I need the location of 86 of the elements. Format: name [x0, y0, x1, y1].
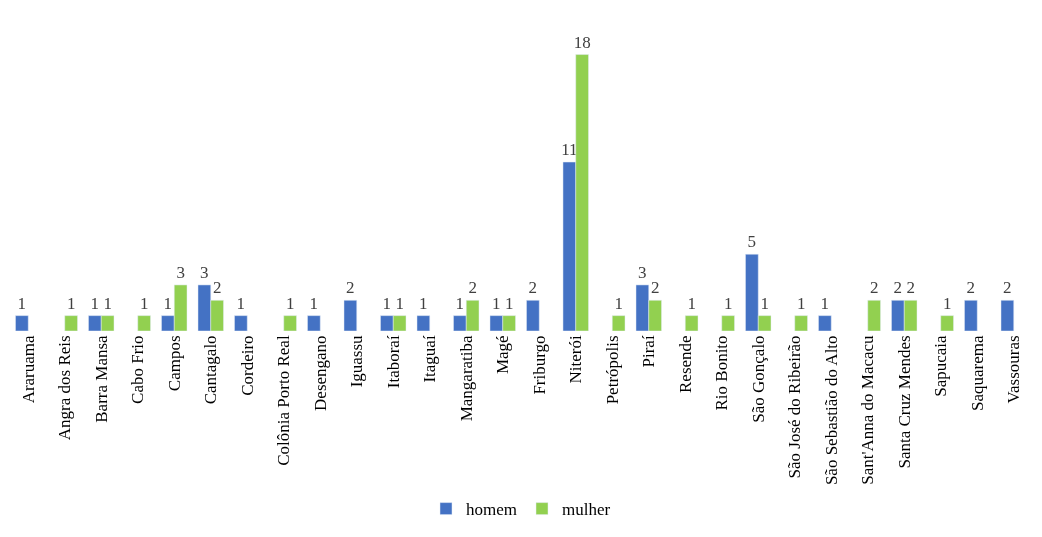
data-label: 1 — [66, 293, 76, 313]
bar — [818, 315, 832, 331]
data-label: 1 — [455, 293, 465, 313]
data-label: 1 — [687, 293, 696, 313]
x-tick-label: Sapucaia — [931, 334, 951, 397]
x-tick-label: Niterói — [566, 335, 586, 384]
data-label: 1 — [236, 293, 246, 313]
x-tick-label: Campos — [164, 335, 184, 392]
x-tick-label: São Sebastião do Alto — [821, 335, 841, 486]
data-label: 5 — [747, 232, 757, 252]
bar — [15, 315, 29, 331]
x-tick-label: Sant'Anna do Macacu — [858, 334, 878, 485]
data-label: 3 — [200, 262, 209, 282]
bar — [283, 315, 297, 331]
legend-label: mulher — [562, 500, 611, 520]
data-label: 2 — [869, 278, 879, 298]
data-label: 1 — [942, 293, 952, 313]
data-label: 1 — [285, 293, 295, 313]
x-tick-label: Angra dos Reis — [55, 335, 75, 441]
bar — [685, 315, 699, 331]
bar — [343, 300, 357, 331]
x-tick-label: Petrópolis — [602, 335, 622, 405]
data-label: 1 — [382, 293, 392, 313]
x-tick-label: Araruama — [18, 334, 38, 404]
x-tick-label: Cabo Frio — [128, 335, 148, 404]
data-label: 2 — [650, 278, 660, 298]
data-label: 3 — [638, 262, 647, 282]
x-tick-label: Santa Cruz Mendes — [894, 335, 914, 469]
x-tick-label: Mangaratiba — [456, 334, 476, 422]
data-label: 2 — [528, 278, 538, 298]
data-label: 2 — [893, 278, 903, 298]
bar — [64, 315, 78, 331]
data-label: 18 — [573, 32, 591, 52]
x-tick-label: Resende — [675, 335, 695, 393]
data-label: 1 — [309, 293, 319, 313]
data-label: 2 — [468, 278, 477, 298]
data-label: 1 — [504, 293, 514, 313]
bar — [794, 315, 808, 331]
x-tick-label: Itaboraí — [383, 335, 403, 389]
data-label: 1 — [90, 293, 100, 313]
bar — [137, 315, 151, 331]
bar — [234, 315, 248, 331]
bar — [721, 315, 735, 331]
data-label: 1 — [103, 293, 112, 313]
data-label: 1 — [723, 293, 733, 313]
data-label: 1 — [796, 293, 806, 313]
data-label: 3 — [176, 262, 185, 282]
x-tick-label: Cantagalo — [201, 335, 221, 405]
data-label: 1 — [760, 293, 769, 313]
data-label: 1 — [395, 293, 404, 313]
bar — [307, 315, 321, 331]
x-tick-label: Saquarema — [967, 334, 987, 411]
data-label: 1 — [419, 293, 428, 313]
x-tick-label: Magé — [493, 335, 513, 375]
x-tick-label: Friburgo — [529, 335, 549, 395]
legend-label: homem — [466, 500, 517, 520]
bar — [416, 315, 430, 331]
data-label: 1 — [614, 293, 623, 313]
x-tick-label: Piraí — [639, 335, 659, 368]
bar — [867, 300, 881, 331]
x-tick-label: Rio Bonito — [712, 335, 732, 411]
data-label: 1 — [17, 293, 27, 313]
bar — [612, 315, 626, 331]
x-tick-label: Cordeiro — [237, 335, 257, 396]
x-tick-label: São José do Ribeirão — [785, 335, 805, 479]
x-tick-label: Itaguaí — [420, 335, 440, 383]
bar — [940, 315, 954, 331]
data-label: 11 — [561, 140, 578, 160]
x-tick-label: Iguassu — [347, 334, 367, 388]
data-label: 2 — [906, 278, 915, 298]
data-label: 2 — [1003, 278, 1012, 298]
data-label: 2 — [966, 278, 976, 298]
data-label: 1 — [820, 293, 830, 313]
bar — [1000, 300, 1014, 331]
bar — [526, 300, 540, 331]
x-tick-label: Colônia Porto Real — [274, 335, 294, 466]
x-tick-label: Vassouras — [1004, 335, 1024, 404]
x-tick-label: Barra Mansa — [91, 334, 111, 423]
data-label: 1 — [163, 293, 173, 313]
data-label: 1 — [492, 293, 501, 313]
bar — [964, 300, 978, 331]
data-label: 2 — [346, 278, 355, 298]
x-tick-label: São Gonçalo — [748, 335, 768, 423]
data-label: 1 — [139, 293, 149, 313]
data-label: 2 — [212, 278, 222, 298]
x-tick-label: Desengano — [310, 335, 330, 411]
